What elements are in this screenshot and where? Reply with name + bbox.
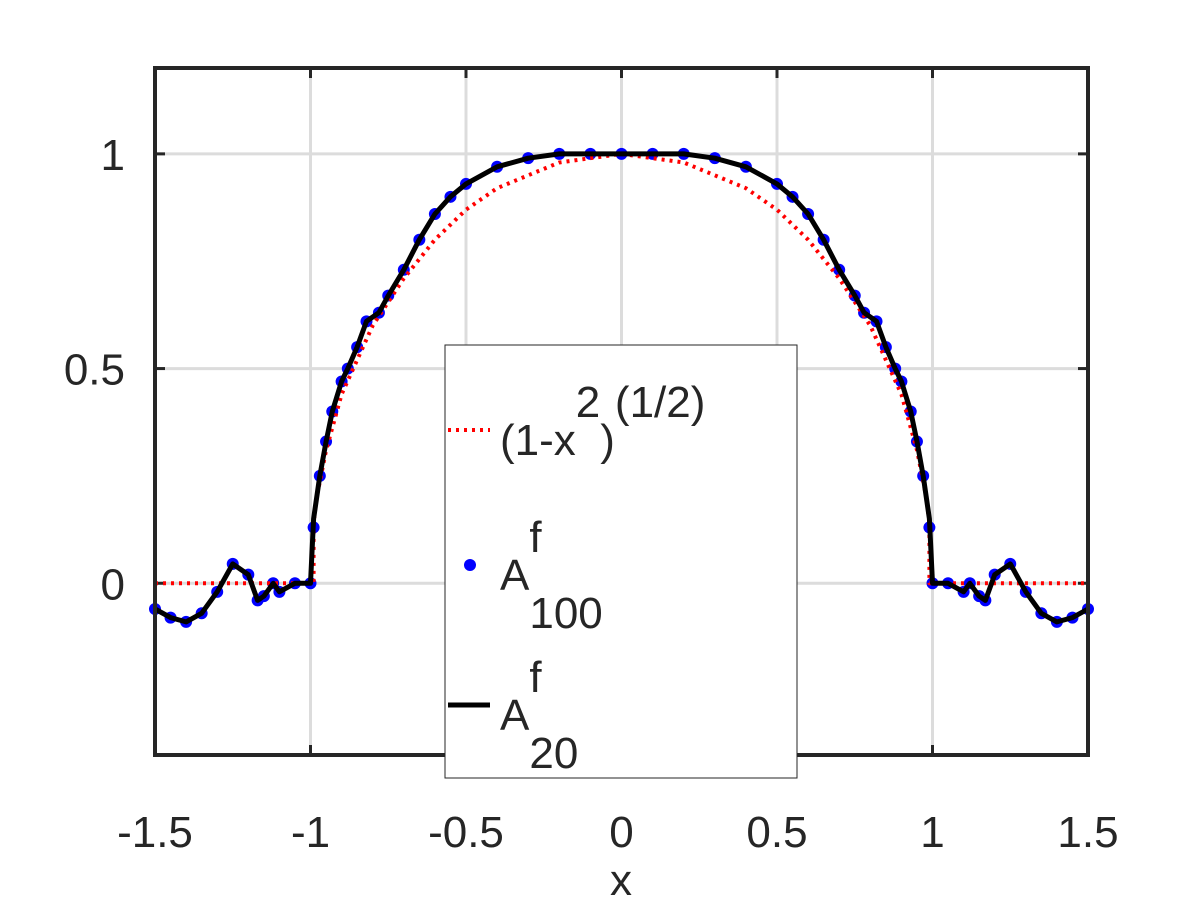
x-tick-label: -1: [291, 808, 330, 857]
legend-box: [444, 344, 798, 779]
legend-label: ): [600, 416, 615, 465]
legend-label: 20: [529, 729, 578, 778]
data-line: [153, 151, 1090, 625]
y-tick-label: 1: [101, 131, 125, 180]
x-tick-label: 0: [609, 808, 633, 857]
x-tick-label: 1: [920, 808, 944, 857]
y-tick-label: 0: [101, 560, 125, 609]
legend-label: f: [529, 653, 542, 702]
legend-label: A: [500, 551, 530, 600]
x-tick-label: -1.5: [117, 808, 193, 857]
legend-label: A: [500, 691, 530, 740]
legend-symbol: [464, 559, 476, 571]
x-tick-label: 1.5: [1057, 808, 1118, 857]
x-axis-label: x: [610, 856, 632, 900]
legend-label: (1/2): [615, 378, 705, 427]
legend-label: 100: [529, 589, 602, 638]
legend-label: f: [529, 513, 542, 562]
y-tick-label: 0.5: [64, 346, 125, 395]
legend-label: (1-x: [500, 416, 576, 465]
legend-label: 2: [576, 378, 600, 427]
x-tick-label: -0.5: [428, 808, 504, 857]
x-tick-label: 0.5: [746, 808, 807, 857]
